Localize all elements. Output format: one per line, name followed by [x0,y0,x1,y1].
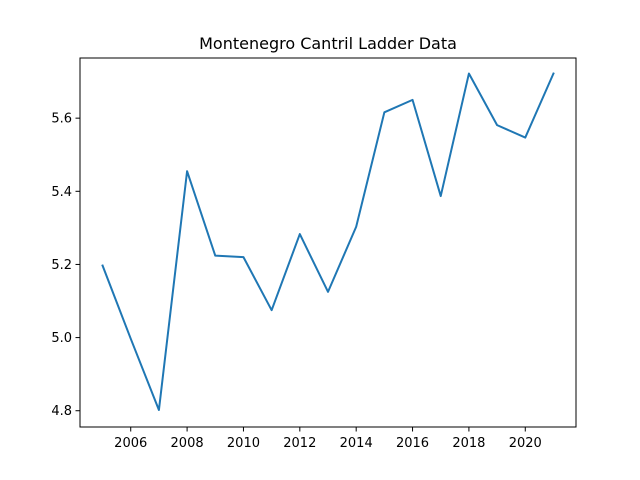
x-tick-label: 2020 [509,436,542,451]
x-tick-label: 2016 [396,436,429,451]
x-tick-label: 2010 [227,436,260,451]
plot-area: 2006 2008 2010 2012 2014 2016 2018 2020 4.8 5.0 5.… [51,57,577,451]
axes-frame [79,57,577,428]
y-tick-label: 5.6 [51,112,72,127]
y-tick-label: 5.2 [51,258,72,273]
y-tick-label: 4.8 [51,404,72,419]
chart-title: Montenegro Cantril Ladder Data [199,34,457,53]
x-tick-label: 2008 [171,436,204,451]
series-line-0 [101,72,555,411]
x-tick-label: 2006 [114,436,147,451]
y-tick-label: 5.4 [51,185,72,200]
x-tick-label: 2014 [340,436,373,451]
x-tick-label: 2018 [452,436,485,451]
y-tick-label: 5.0 [51,331,72,346]
x-tick-label: 2012 [283,436,316,451]
